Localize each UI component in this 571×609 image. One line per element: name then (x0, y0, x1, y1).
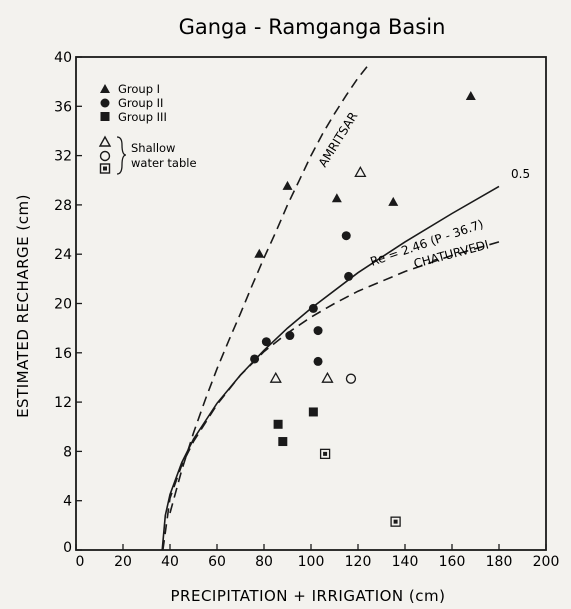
y-tick-label: 0 (63, 540, 72, 556)
shallow-group3-point-dot (393, 519, 398, 524)
x-tick-label: 140 (392, 554, 419, 570)
x-tick-label: 40 (161, 554, 179, 570)
y-axis-label: ESTIMATED RECHARGE (cm) (14, 194, 32, 418)
chaturvedi-curve (162, 241, 500, 551)
legend-marker-shallow-circle (99, 150, 111, 162)
group3-point (278, 437, 288, 447)
y-tick-label: 36 (54, 99, 72, 115)
data-points (250, 90, 476, 527)
chart-title: Ganga - Ramganga Basin (179, 15, 446, 39)
legend-marker-shallow-triangle (98, 135, 112, 147)
group2-point (341, 231, 351, 241)
plot-frame (75, 56, 547, 551)
x-tick-label: 120 (345, 554, 372, 570)
x-tick-label: 80 (255, 554, 273, 570)
legend-marker-shallow-square (99, 163, 111, 174)
x-tick-label: 100 (298, 554, 325, 570)
y-tick-label: 32 (54, 149, 72, 165)
group2-point (313, 326, 323, 336)
legend-marker-group2 (100, 98, 110, 108)
legend-label-water-table: water table (131, 156, 197, 170)
shallow-group1-point (354, 166, 367, 178)
x-axis-label: PRECIPITATION + IRRIGATION (cm) (171, 587, 446, 605)
group2-point (344, 271, 354, 281)
group2-point (313, 356, 323, 366)
x-tick-label: 160 (439, 554, 466, 570)
legend-label-shallow: Shallow (131, 141, 175, 155)
shallow-group3-point-dot (323, 451, 328, 456)
equation-exponent: 0.5 (511, 167, 530, 181)
group3-point (273, 419, 283, 429)
shallow-group1-point (321, 371, 334, 383)
y-tick-label: 28 (54, 198, 72, 214)
group1-point (254, 248, 265, 258)
group2-point (308, 303, 318, 313)
group1-point (282, 180, 293, 190)
group1-point (388, 196, 399, 206)
x-tick-label: 180 (486, 554, 513, 570)
x-tick-label: 200 (533, 554, 560, 570)
shallow-group1-point (269, 371, 282, 383)
group3-point (308, 407, 318, 417)
legend-marker-group3 (100, 112, 110, 121)
fitted-curves (161, 62, 500, 551)
y-tick-label: 4 (63, 494, 72, 510)
x-tick-label: 20 (114, 554, 132, 570)
legend-marker-shallow-square-dot (103, 166, 107, 171)
axis-ticks: 0 20 40 60 80 100 120 140 160 180 200 0 4 8 12 16 20 24 28… (54, 50, 559, 570)
shallow-group2-point (345, 373, 357, 384)
y-tick-label: 16 (54, 346, 72, 362)
group2-point (285, 331, 295, 341)
amritsar-curve (169, 62, 371, 514)
group2-point (261, 337, 271, 347)
legend-brace (116, 136, 127, 175)
legend: Group I Group II Group III Shallow water… (98, 82, 197, 175)
y-tick-label: 8 (63, 444, 72, 460)
legend-label-group2: Group II (118, 96, 163, 110)
amritsar-curve-label: AMRITSAR (316, 109, 361, 169)
y-tick-label: 40 (54, 50, 72, 66)
group1-point (465, 90, 476, 100)
legend-label-group3: Group III (118, 110, 167, 124)
legend-label-group1: Group I (118, 82, 160, 96)
x-tick-label: 0 (76, 554, 85, 570)
group1-point (331, 193, 342, 203)
y-tick-label: 24 (54, 247, 72, 263)
legend-marker-group1 (100, 84, 110, 93)
x-tick-label: 60 (208, 554, 226, 570)
group2-point (250, 354, 260, 364)
y-tick-label: 12 (54, 395, 72, 411)
y-tick-label: 20 (54, 297, 72, 313)
